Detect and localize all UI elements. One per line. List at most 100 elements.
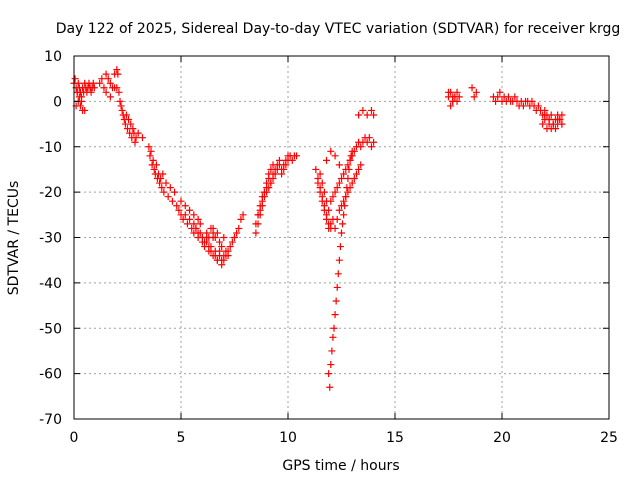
data-point [447, 102, 455, 110]
data-point [312, 165, 320, 173]
x-tick-label: 0 [70, 430, 79, 446]
data-point [342, 165, 350, 173]
data-point [106, 79, 114, 87]
y-tick-label: 10 [44, 49, 62, 65]
data-point [196, 220, 204, 228]
data-point [333, 215, 341, 223]
data-point [201, 238, 209, 246]
data-point [156, 179, 164, 187]
data-point [75, 93, 83, 101]
data-point [207, 247, 215, 255]
data-point [552, 125, 559, 133]
data-points [70, 66, 566, 391]
data-point [81, 106, 89, 114]
data-point [329, 333, 337, 341]
data-point [344, 175, 352, 183]
data-point [194, 215, 202, 223]
data-point [363, 111, 371, 119]
data-point [205, 243, 213, 251]
data-point [220, 234, 228, 241]
data-point [288, 156, 296, 164]
data-point [334, 270, 342, 278]
data-point [220, 256, 228, 264]
data-point [342, 193, 350, 201]
data-point [359, 106, 367, 114]
data-point [323, 215, 331, 223]
x-tick-label: 15 [386, 430, 404, 446]
data-point [348, 152, 356, 160]
data-point [113, 84, 121, 92]
data-point [129, 125, 137, 133]
data-point [190, 211, 198, 219]
data-point [338, 229, 345, 237]
data-point [239, 211, 247, 219]
data-point [470, 93, 478, 101]
data-point [226, 243, 234, 251]
data-point [348, 179, 356, 187]
data-point [320, 188, 328, 196]
data-point [138, 134, 146, 142]
data-point [340, 197, 348, 205]
data-point [325, 370, 333, 378]
data-point [325, 206, 333, 214]
data-point [260, 188, 268, 196]
data-point [211, 252, 219, 260]
data-point [90, 84, 98, 92]
data-point [235, 224, 243, 232]
data-point [449, 93, 457, 101]
data-point [327, 197, 335, 205]
y-tick-label: -40 [39, 276, 62, 292]
data-point [340, 170, 348, 178]
data-point [216, 238, 224, 246]
data-point [339, 220, 347, 228]
x-axis-label: GPS time / hours [282, 458, 399, 474]
data-point [325, 224, 333, 232]
data-point [558, 111, 566, 119]
data-point [541, 111, 549, 119]
data-point [252, 229, 260, 237]
data-point [293, 152, 301, 160]
data-point [331, 152, 339, 160]
data-point [252, 220, 260, 228]
data-point [131, 138, 139, 146]
data-point [338, 202, 345, 210]
data-point [209, 229, 217, 237]
y-tick-label: -70 [39, 412, 62, 428]
data-point [453, 88, 461, 96]
data-point [256, 202, 264, 210]
data-point [198, 234, 206, 241]
data-point [331, 188, 339, 196]
data-point [157, 175, 165, 183]
data-point [231, 234, 238, 241]
data-point [190, 220, 198, 228]
data-point [511, 93, 519, 101]
data-point [254, 211, 262, 219]
data-point [327, 147, 335, 155]
data-point [357, 143, 365, 151]
data-point [370, 138, 378, 146]
data-point [346, 156, 354, 164]
data-point [222, 252, 230, 260]
data-point [331, 224, 339, 232]
data-point [258, 193, 266, 201]
data-point [344, 161, 352, 169]
data-point [329, 193, 337, 201]
data-point [104, 75, 112, 83]
data-point [370, 111, 378, 119]
data-point [355, 111, 363, 119]
data-point [164, 193, 172, 201]
data-point [318, 179, 326, 187]
data-point [162, 179, 170, 187]
data-point [472, 88, 480, 96]
data-point [89, 79, 97, 87]
data-point [367, 143, 375, 151]
data-point [76, 102, 84, 110]
data-point [117, 102, 125, 110]
data-point [504, 93, 512, 101]
y-tick-label: -50 [39, 321, 62, 337]
data-point [336, 243, 344, 251]
data-point [282, 156, 290, 164]
data-point [100, 84, 108, 92]
